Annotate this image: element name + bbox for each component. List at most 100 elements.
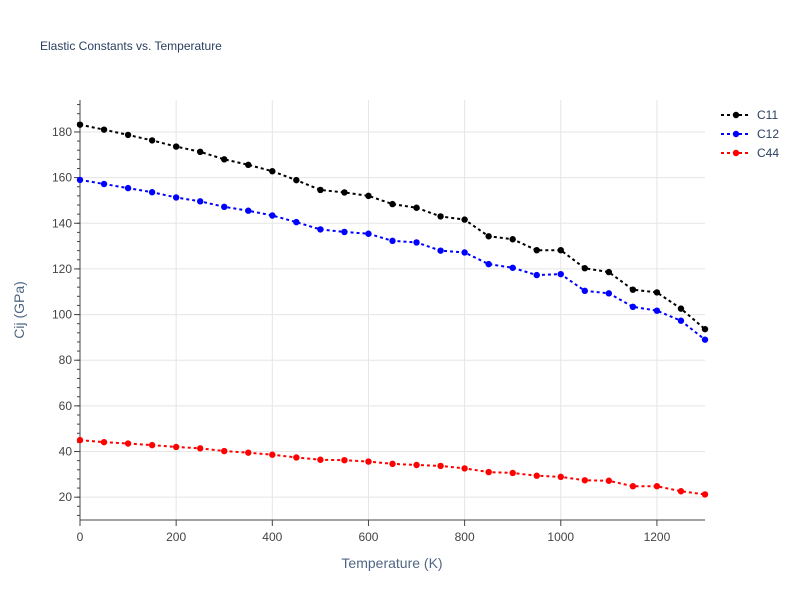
data-point-c44 [605,477,613,484]
data-point-c44 [653,483,661,490]
data-point-c44 [221,447,228,455]
y-tick-label: 180 [52,125,72,139]
data-point-c44 [581,477,589,484]
data-point-c11 [437,213,444,220]
y-tick-label: 100 [52,308,72,322]
data-point-c12 [245,207,252,214]
data-point-c12 [557,270,564,278]
y-tick-label: 60 [59,399,73,413]
legend[interactable]: C11 C12 C44 [721,108,779,160]
data-point-c44 [196,445,204,452]
data-point-c44 [413,461,420,469]
data-point-c12 [172,194,180,201]
data-point-c44 [76,436,84,444]
data-point-c44 [293,454,300,461]
data-point-c12 [196,198,204,205]
data-point-c11 [76,121,84,128]
legend-swatch-marker [732,149,740,157]
data-point-c12 [581,287,589,295]
data-point-c12 [148,189,156,196]
data-point-c11 [365,192,372,200]
data-point-c44 [245,449,252,456]
legend-item-c11[interactable]: C11 [721,108,778,122]
data-point-c11 [293,176,300,184]
axes: 20 40 60 80 100 120 140 160 180 0 200 400 600 800 1000… [52,100,705,544]
data-point-c11 [245,161,252,169]
x-axis-label: Temperature (K) [341,555,442,571]
data-point-c44 [509,469,516,477]
legend-label: C11 [757,108,778,122]
x-tick-label: 600 [358,530,378,544]
data-point-c12 [653,307,661,314]
series-c44 [76,436,709,498]
y-tick-label: 140 [52,216,72,230]
y-tick-label: 20 [59,490,73,504]
legend-swatch-marker [732,111,740,119]
legend-swatch-marker [732,130,740,138]
data-point-c11 [533,246,540,254]
data-point-c11 [269,168,276,175]
grid [80,100,705,520]
x-tick-label: 800 [455,530,475,544]
data-point-c44 [100,438,108,446]
data-point-c12 [221,203,228,211]
data-point-c11 [124,131,132,139]
data-point-c11 [221,156,228,163]
data-point-c11 [677,305,685,312]
data-point-c44 [389,460,396,468]
data-point-c11 [317,186,324,194]
data-point-c12 [485,260,492,268]
data-point-c11 [389,200,396,208]
data-point-c44 [629,483,637,490]
data-point-c12 [605,290,613,297]
series-c12 [76,176,709,343]
data-point-c12 [677,317,685,324]
data-point-c44 [365,458,372,465]
data-point-c44 [557,473,564,481]
data-point-c12 [701,336,709,343]
data-point-c12 [269,212,276,219]
data-point-c11 [557,246,564,254]
data-point-c12 [629,303,637,311]
series-c11 [76,121,709,333]
legend-label: C44 [757,146,779,160]
data-point-c12 [76,176,84,184]
data-point-c11 [701,325,709,333]
data-point-c12 [533,271,540,279]
y-tick-label: 40 [59,445,73,459]
data-point-c12 [509,264,516,271]
data-point-c11 [509,236,516,243]
data-point-c11 [605,268,613,276]
data-point-c11 [581,265,589,272]
data-point-c12 [124,184,132,192]
data-point-c11 [653,289,661,296]
data-point-c44 [341,456,348,464]
y-tick-label: 80 [59,353,73,367]
y-tick-label: 160 [52,171,72,185]
legend-item-c12[interactable]: C12 [721,127,779,141]
x-tick-label: 0 [77,530,84,544]
data-point-c44 [677,488,685,495]
data-point-c44 [269,451,276,458]
data-point-c12 [317,226,324,233]
data-point-c44 [437,462,444,470]
data-point-c12 [461,249,468,256]
data-point-c44 [172,443,180,451]
data-point-c11 [461,216,468,223]
x-tick-label: 200 [166,530,186,544]
legend-item-c44[interactable]: C44 [721,146,779,160]
data-point-c12 [365,230,372,237]
data-point-c12 [413,239,420,246]
data-point-c44 [148,441,156,449]
data-point-c11 [148,137,156,144]
data-point-c44 [124,440,132,447]
data-point-c44 [533,472,540,479]
data-point-c11 [100,126,108,133]
data-point-c11 [629,286,637,293]
data-point-c44 [317,456,324,463]
data-point-c11 [485,233,492,240]
data-point-c11 [172,143,180,150]
data-point-c11 [196,148,204,156]
y-tick-label: 120 [52,262,72,276]
